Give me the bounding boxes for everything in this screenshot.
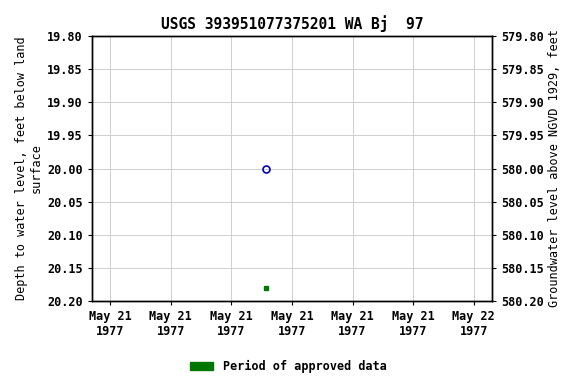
Y-axis label: Depth to water level, feet below land
surface: Depth to water level, feet below land su… [15,37,43,300]
Y-axis label: Groundwater level above NGVD 1929, feet: Groundwater level above NGVD 1929, feet [548,30,561,308]
Legend: Period of approved data: Period of approved data [185,356,391,378]
Title: USGS 393951077375201 WA Bj  97: USGS 393951077375201 WA Bj 97 [161,15,423,32]
